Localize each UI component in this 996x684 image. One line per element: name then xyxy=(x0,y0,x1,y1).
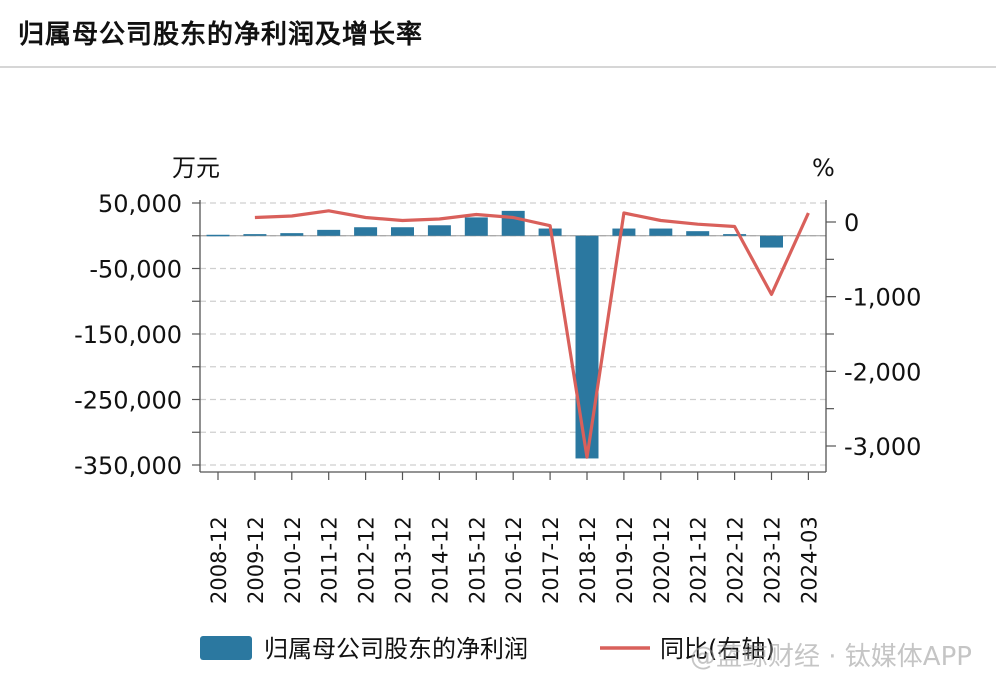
bar xyxy=(391,227,414,236)
chart-title: 归属母公司股东的净利润及增长率 xyxy=(18,20,424,50)
bar xyxy=(427,225,451,236)
title-divider xyxy=(0,66,996,68)
left-tick-label: -150,000 xyxy=(74,321,182,349)
bar xyxy=(649,228,673,236)
bar xyxy=(575,235,599,459)
x-tick-label: 2016-12 xyxy=(502,516,526,604)
x-tick-label: 2019-12 xyxy=(613,516,637,604)
x-tick-label: 2024-03 xyxy=(797,516,821,604)
x-tick-label: 2017-12 xyxy=(539,516,563,604)
right-axis-unit: % xyxy=(812,154,835,182)
bar xyxy=(760,235,783,248)
x-tick-label: 2022-12 xyxy=(724,516,748,604)
x-tick-label: 2014-12 xyxy=(428,516,452,604)
bar-series xyxy=(206,210,783,459)
bar xyxy=(317,229,341,236)
left-tick-label: 50,000 xyxy=(98,190,182,218)
axes xyxy=(192,200,836,480)
bar xyxy=(723,234,747,236)
x-tick-label: 2015-12 xyxy=(465,516,489,604)
x-tick-label: 2021-12 xyxy=(687,516,711,604)
left-tick-label: -350,000 xyxy=(74,452,182,480)
x-tick-label: 2009-12 xyxy=(244,516,268,604)
bar xyxy=(612,228,636,236)
x-tick-label: 2011-12 xyxy=(318,516,342,604)
right-tick-label: 0 xyxy=(844,209,859,237)
x-tick-label: 2008-12 xyxy=(207,516,231,604)
bar xyxy=(501,210,525,236)
legend-swatch-bar xyxy=(200,636,252,660)
x-tick-label: 2010-12 xyxy=(281,516,305,604)
legend-label-bar: 归属母公司股东的净利润 xyxy=(264,635,528,663)
watermark: @蓝鲸财经 · 钛媒体APP xyxy=(690,642,972,672)
x-tick-label: 2023-12 xyxy=(761,516,785,604)
bar xyxy=(464,217,488,236)
x-tick-label: 2013-12 xyxy=(392,516,416,604)
axis-labels: 50,000 -50,000 -150,000 -250,000 -350,000 0 -1… xyxy=(74,154,921,604)
line-series xyxy=(254,209,810,459)
left-tick-label: -50,000 xyxy=(89,256,182,284)
yoy-growth-line xyxy=(254,209,810,459)
left-tick-label: -250,000 xyxy=(74,387,182,415)
right-tick-label: -1,000 xyxy=(844,284,921,312)
bar xyxy=(206,234,230,237)
x-tick-label: 2020-12 xyxy=(650,516,674,604)
left-axis-unit: 万元 xyxy=(172,154,220,182)
x-tick-label: 2018-12 xyxy=(576,516,600,604)
legend-label-line: 同比(右轴) xyxy=(660,635,775,663)
bar xyxy=(354,227,378,236)
legend: 归属母公司股东的净利润 同比(右轴) xyxy=(200,635,775,663)
right-tick-label: -2,000 xyxy=(844,358,921,386)
grid-lines xyxy=(200,202,826,466)
right-tick-label: -3,000 xyxy=(844,433,921,461)
bar xyxy=(243,234,267,236)
x-tick-label: 2012-12 xyxy=(355,516,379,604)
bar xyxy=(280,233,304,236)
bar xyxy=(686,231,710,236)
